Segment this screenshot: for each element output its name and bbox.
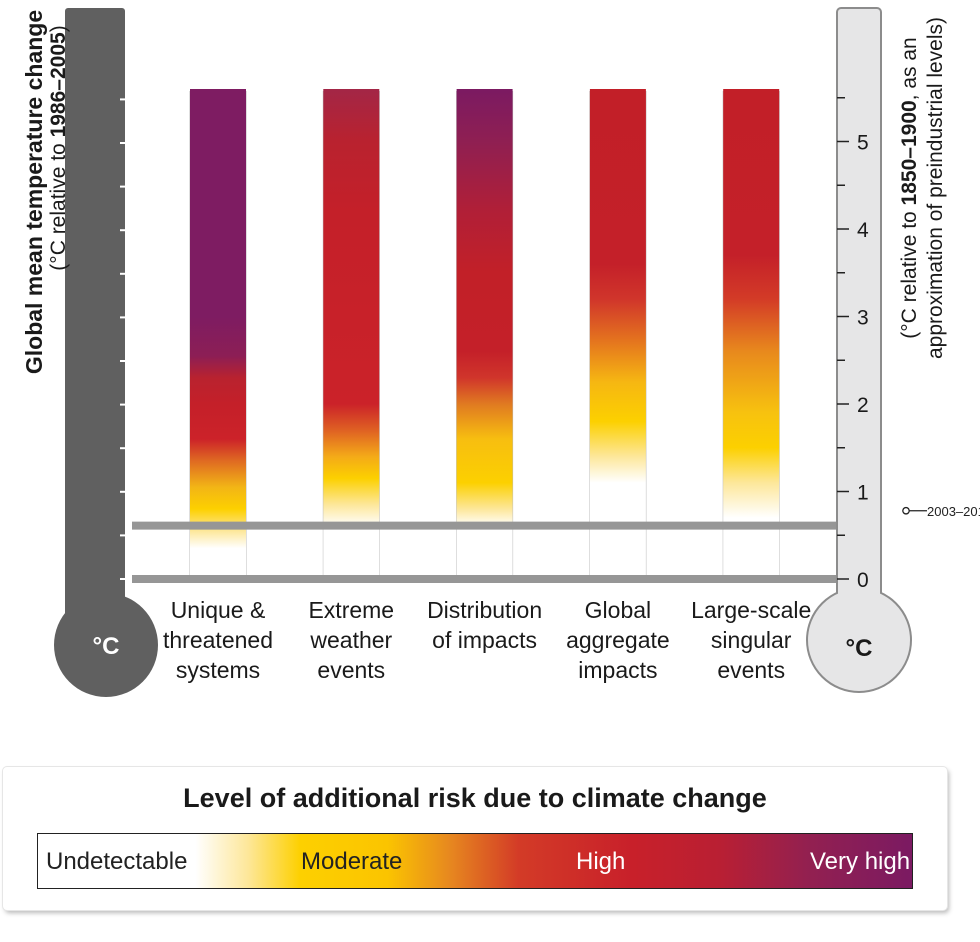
- category-label: Large-scale singular events: [691, 597, 811, 683]
- category-labels: Unique & threatened systems Extreme weather e…: [163, 597, 811, 683]
- legend-label-undetectable: Undetectable: [46, 848, 188, 875]
- risk-bars: [189, 89, 780, 581]
- risk-bar: [723, 89, 780, 579]
- right-thermometer-neck: [838, 575, 880, 605]
- legend-label-moderate: Moderate: [301, 848, 403, 875]
- category-label: Global aggregate impacts: [566, 597, 670, 683]
- left-thermometer-bulb: [54, 593, 158, 697]
- right-axis-tick-label: 1: [857, 482, 869, 505]
- right-unit-symbol: °C: [846, 635, 873, 662]
- annotation-marker: [902, 506, 910, 515]
- right-axis-title-line2: approximation of preindustrial levels): [924, 17, 947, 359]
- legend-label-high: High: [576, 848, 626, 875]
- left-axis-subtitle-pre: (°C relative to: [47, 137, 70, 270]
- left-thermometer-tube: [65, 8, 125, 648]
- risk-legend: Level of additional risk due to climate …: [3, 767, 947, 910]
- baseline-1986-2005-line: [132, 521, 836, 530]
- risk-bar: [323, 89, 380, 579]
- left-axis-title: Global mean temperature change: [21, 10, 47, 374]
- right-axis-tick-label: 3: [857, 307, 869, 330]
- right-axis-ticks: 0 1 2 3 4 5: [837, 97, 869, 592]
- right-axis-title-line1: (°C relative to 1850–1900, as an: [898, 37, 921, 338]
- left-axis-subtitle-bold: 1986–2005: [47, 32, 70, 137]
- right-axis-tick-label: 4: [857, 219, 869, 242]
- right-axis-tick-label: 2: [857, 394, 869, 417]
- right-axis-title-pre: (°C relative to: [898, 205, 921, 338]
- legend-title: Level of additional risk due to climate …: [183, 783, 767, 813]
- right-axis-tick-label: 5: [857, 132, 869, 155]
- right-axis-title-post: , as an: [898, 37, 921, 100]
- left-thermometer: °C: [54, 8, 158, 697]
- left-axis-subtitle-post: ): [47, 25, 70, 32]
- risk-bar: [589, 89, 646, 579]
- legend-color-scale: Undetectable Moderate High Very high: [37, 833, 913, 889]
- category-label: Distribution of impacts: [427, 597, 542, 653]
- risk-bar: [456, 89, 513, 579]
- left-unit-symbol: °C: [93, 633, 120, 660]
- category-label: Extreme weather events: [308, 597, 394, 683]
- right-axis-tick-label: 0: [857, 569, 869, 592]
- right-axis-title-bold: 1850–1900: [898, 100, 921, 205]
- baseline-zero-line: [132, 575, 836, 583]
- left-minor-ticks: [120, 98, 130, 580]
- legend-label-very-high: Very high: [810, 848, 911, 875]
- annotation-label: 2003–2012: [927, 504, 980, 519]
- left-axis-subtitle: (°C relative to 1986–2005): [47, 25, 70, 270]
- annotation-2003-2012: 2003–2012: [902, 504, 980, 519]
- right-thermometer: °C 0 1 2 3 4 5: [806, 7, 912, 693]
- risk-bar: [190, 89, 246, 579]
- category-label: Unique & threatened systems: [163, 597, 273, 683]
